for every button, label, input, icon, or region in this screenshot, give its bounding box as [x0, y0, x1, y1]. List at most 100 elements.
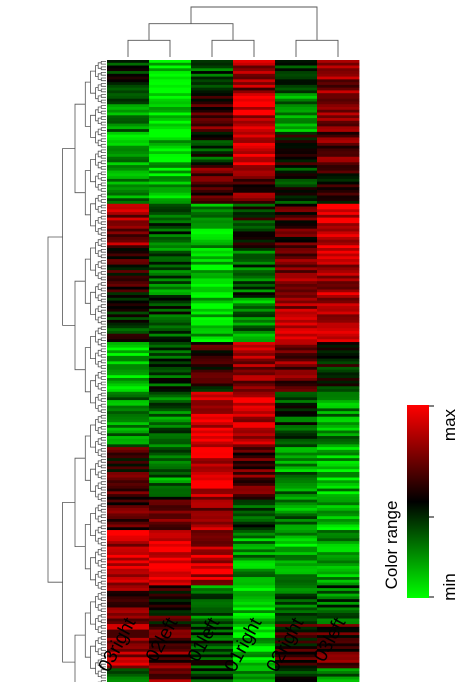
heatmap-cell [317, 532, 360, 536]
heatmap-cell [191, 358, 234, 362]
heatmap-cell [233, 109, 276, 113]
heatmap-row [107, 574, 360, 578]
heatmap-cell [191, 336, 234, 340]
heatmap-cell [191, 209, 234, 213]
heatmap-cell [149, 311, 192, 315]
heatmap-cell [275, 148, 318, 152]
heatmap-row [107, 535, 360, 539]
heatmap-row [107, 543, 360, 548]
heatmap-cell [191, 494, 234, 498]
heatmap-cell [191, 195, 234, 199]
heatmap-cell [233, 126, 276, 130]
heatmap-cell [233, 267, 276, 271]
heatmap-cell [233, 178, 276, 183]
row-dendrogram-link [90, 424, 96, 448]
heatmap-cell [191, 394, 234, 398]
heatmap-cell [233, 278, 276, 282]
row-dendrogram-link [100, 287, 106, 292]
heatmap-cell [107, 328, 150, 332]
heatmap-cell [275, 167, 318, 172]
heatmap-cell [149, 104, 192, 108]
row-dendrogram-link [100, 343, 106, 347]
heatmap-cell [275, 463, 318, 467]
row-dendrogram-link [97, 416, 102, 423]
heatmap-cell [149, 140, 192, 144]
heatmap-cell [275, 408, 318, 412]
heatmap-row [107, 239, 360, 243]
heatmap-row [107, 637, 360, 642]
heatmap-row [107, 322, 360, 326]
heatmap-cell [275, 112, 318, 116]
heatmap-cell [275, 480, 318, 484]
heatmap-cell [275, 665, 318, 669]
heatmap-cell [275, 441, 318, 445]
heatmap-cell [233, 615, 276, 619]
heatmap-row [107, 289, 360, 293]
row-dendrogram-link [97, 117, 102, 124]
heatmap-cell [317, 347, 360, 351]
heatmap-cell [149, 590, 192, 595]
heatmap-cell [149, 209, 192, 213]
heatmap-cell [233, 156, 276, 160]
heatmap-cell [275, 613, 318, 617]
heatmap-cell [233, 521, 276, 525]
heatmap-cell [317, 438, 360, 442]
heatmap-cell [149, 156, 192, 160]
heatmap-cell [233, 228, 276, 232]
heatmap-row [107, 250, 360, 254]
heatmap-cell [191, 554, 234, 559]
heatmap-cell [191, 621, 234, 625]
heatmap-cell [149, 212, 192, 216]
heatmap-cell [107, 129, 150, 133]
heatmap-cell [275, 458, 318, 462]
heatmap-cell [107, 596, 150, 600]
heatmap-cell [317, 253, 360, 257]
heatmap-row [107, 308, 360, 313]
heatmap-cell [233, 596, 276, 600]
heatmap-cell [233, 344, 276, 348]
row-dendrogram-link [100, 94, 106, 98]
heatmap-cell [107, 610, 150, 614]
row-dendrogram-link [97, 604, 102, 611]
heatmap-cell [233, 613, 276, 617]
heatmap-cell [275, 566, 318, 570]
heatmap-row [107, 261, 360, 266]
heatmap-cell [317, 234, 360, 238]
heatmap-cell [275, 214, 318, 219]
heatmap-cell [191, 109, 234, 113]
heatmap-row [107, 281, 360, 285]
heatmap-row [107, 272, 360, 277]
heatmap-cell [191, 355, 234, 360]
heatmap-row [107, 104, 360, 108]
heatmap-cell [275, 447, 318, 451]
heatmap-row [107, 480, 360, 484]
heatmap-cell [191, 372, 234, 376]
heatmap-cell [233, 530, 276, 534]
row-dendrogram-link [100, 282, 106, 286]
row-dendrogram-link [100, 575, 106, 579]
heatmap-cell [317, 485, 360, 489]
heatmap-row [107, 494, 360, 498]
heatmap-cell [191, 311, 234, 315]
heatmap-cell [275, 176, 318, 180]
heatmap-cell [191, 242, 234, 246]
heatmap-cell [149, 521, 192, 525]
row-dendrogram-link [100, 486, 106, 491]
heatmap-cell [275, 438, 318, 442]
row-dendrogram-link [97, 493, 102, 500]
heatmap-cell [149, 499, 192, 503]
heatmap-cell [233, 554, 276, 559]
row-dendrogram-link [100, 442, 106, 447]
heatmap-cell [317, 195, 360, 199]
heatmap-cell [233, 123, 276, 127]
heatmap-row [107, 167, 360, 172]
row-dendrogram-link [100, 232, 106, 236]
heatmap-cell [317, 162, 360, 166]
row-dendrogram-link [97, 217, 102, 224]
heatmap-cell [149, 364, 192, 368]
heatmap-cell [317, 568, 360, 572]
heatmap-row [107, 654, 360, 658]
heatmap-row [107, 530, 360, 534]
heatmap-cell [275, 513, 318, 517]
heatmap-cell [149, 601, 192, 606]
